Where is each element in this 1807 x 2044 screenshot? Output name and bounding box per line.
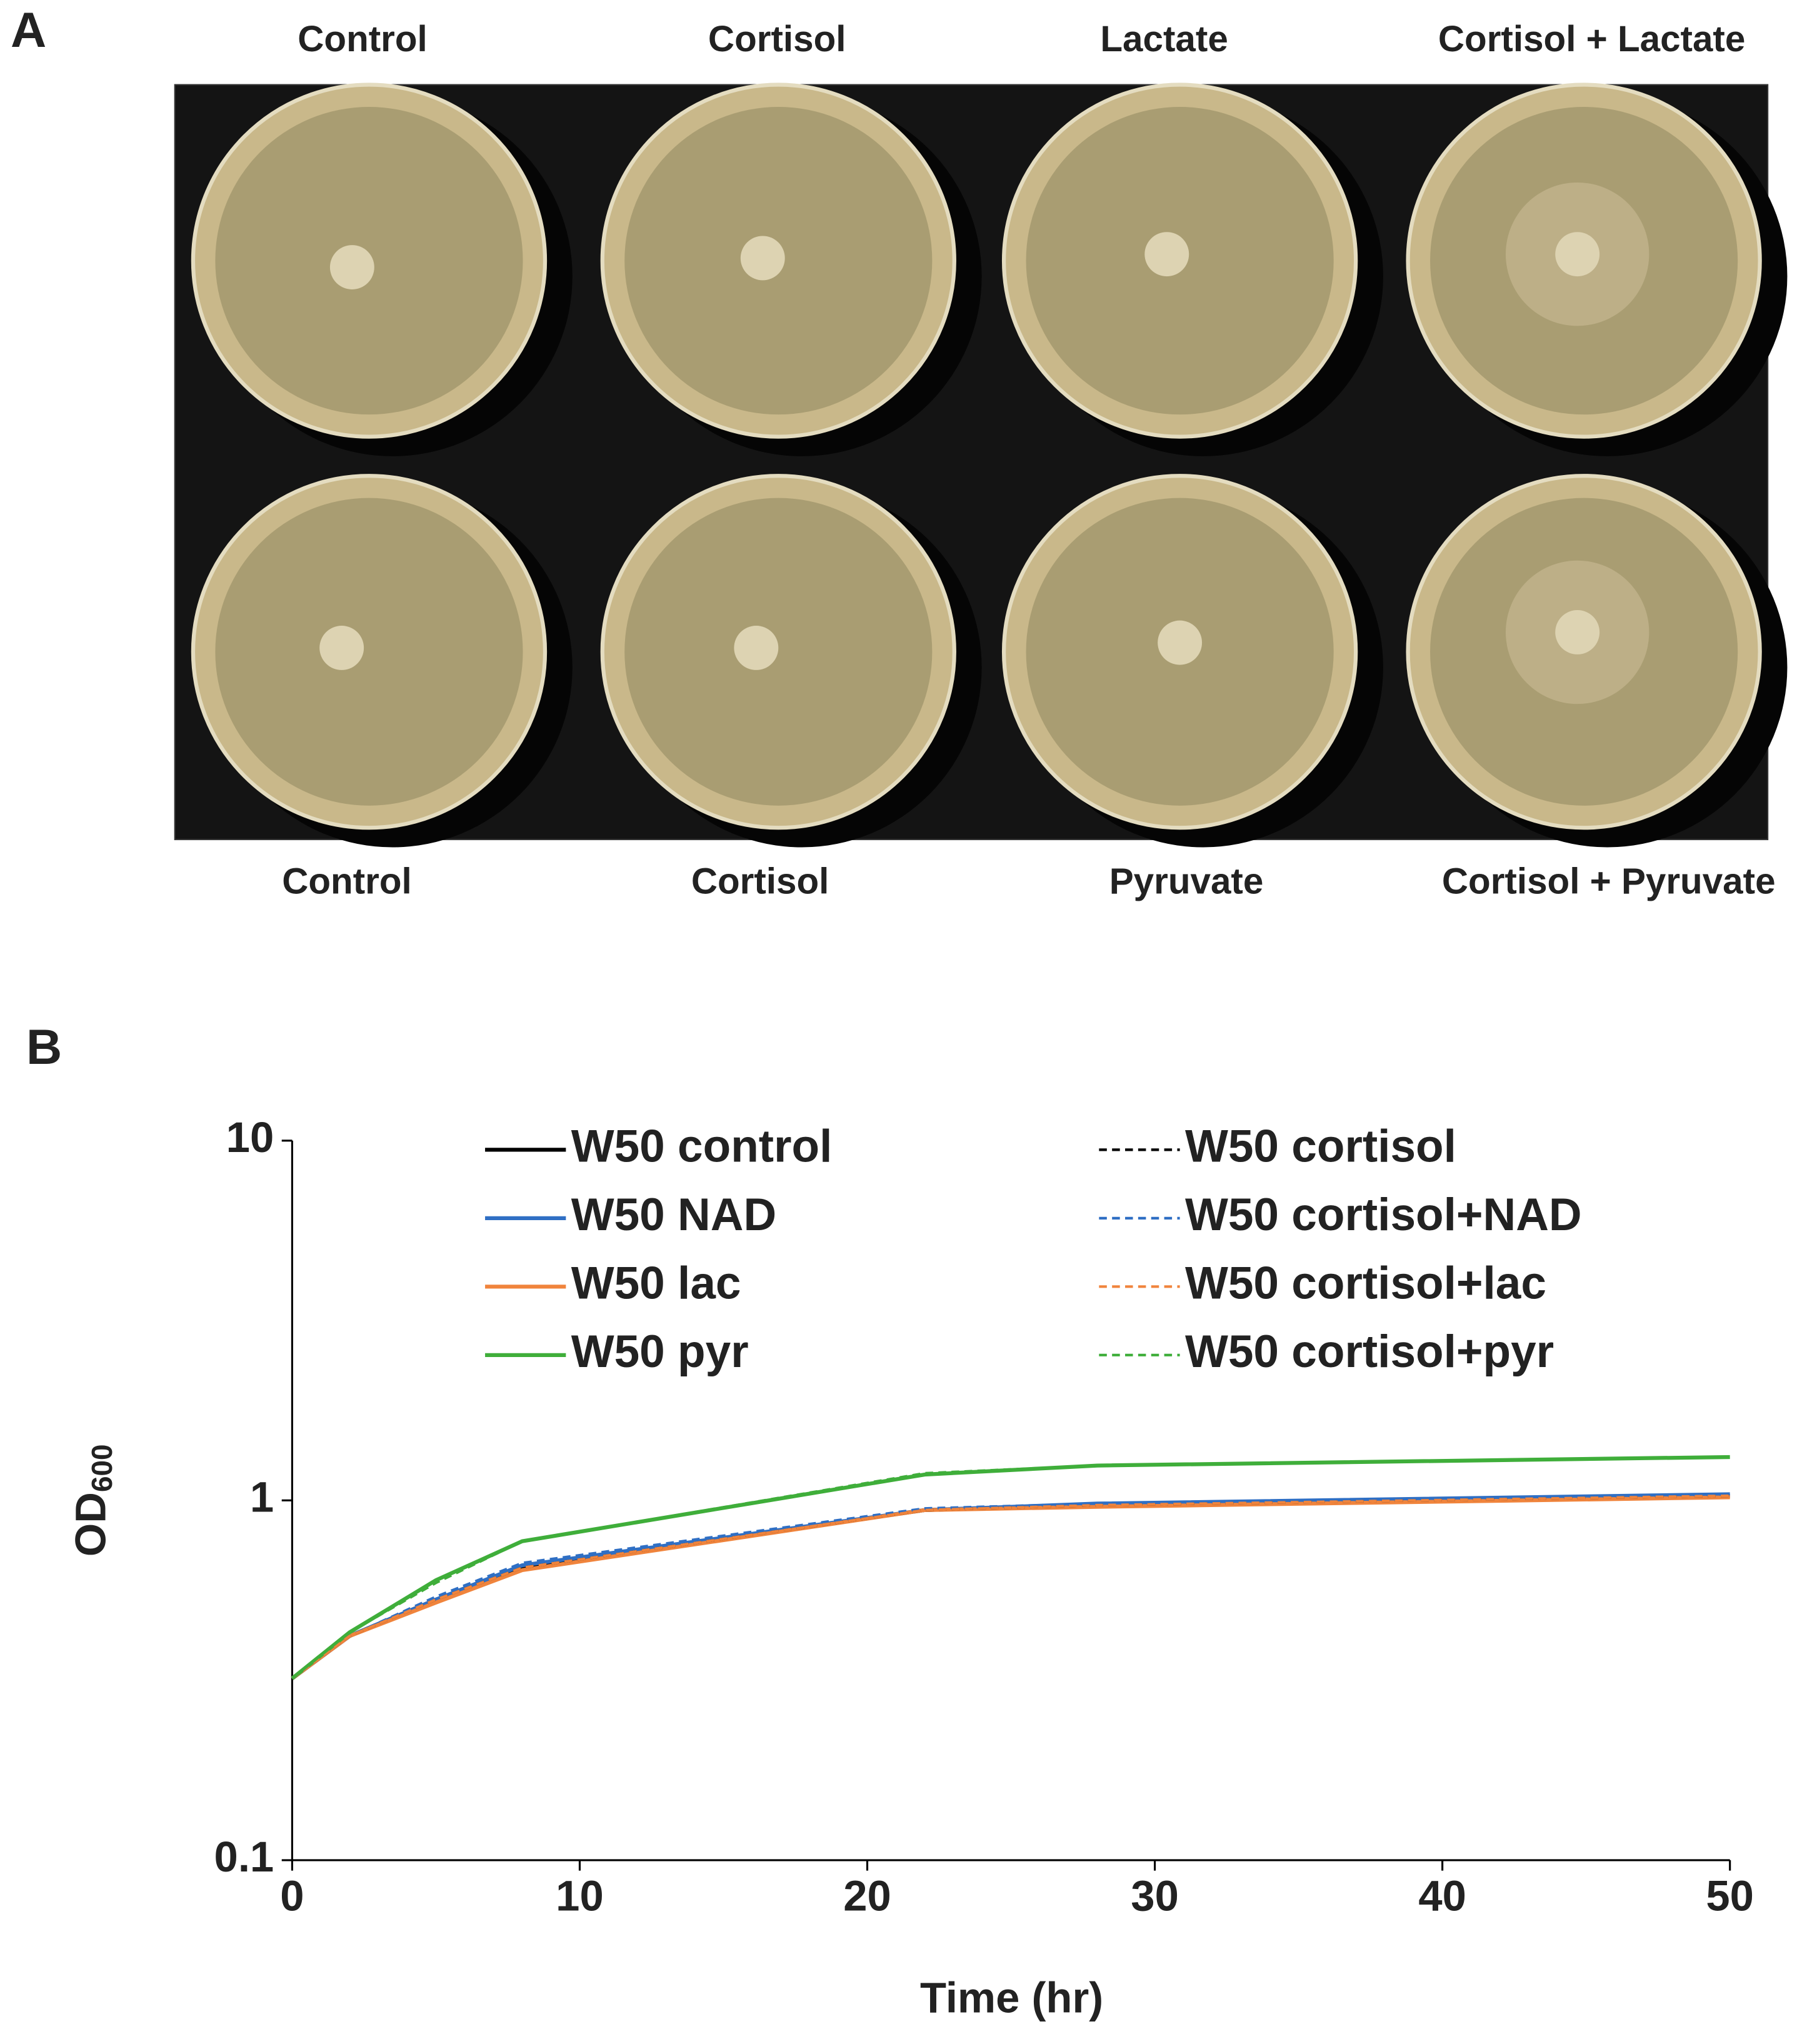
colony xyxy=(1158,620,1203,665)
x-tick-label: 10 xyxy=(556,1872,604,1920)
x-tick-label: 40 xyxy=(1418,1872,1466,1920)
y-axis-label: OD600 xyxy=(67,1444,119,1556)
series-line xyxy=(291,1494,1730,1680)
legend-label: W50 lac xyxy=(571,1258,741,1309)
panel-letter: B xyxy=(26,1019,62,1075)
series-line xyxy=(291,1455,1730,1680)
series-line xyxy=(291,1492,1730,1680)
series-line xyxy=(291,1493,1730,1680)
series-line xyxy=(291,1494,1730,1680)
plate-label: Lactate xyxy=(1100,19,1228,59)
legend-label: W50 cortisol+NAD xyxy=(1185,1190,1582,1240)
legend-label: W50 cortisol+pyr xyxy=(1185,1326,1554,1377)
series-line xyxy=(291,1493,1730,1680)
colony xyxy=(734,626,779,670)
plate-label: Control xyxy=(298,19,428,59)
series-line xyxy=(291,1455,1730,1680)
x-tick-label: 0 xyxy=(280,1872,304,1920)
dish-agar xyxy=(624,498,933,806)
dish-agar xyxy=(215,498,523,806)
y-tick-label: 1 xyxy=(250,1473,274,1521)
series-line xyxy=(291,1495,1730,1680)
plate-label: Cortisol + Lactate xyxy=(1438,19,1745,59)
plate-label: Pyruvate xyxy=(1109,861,1264,901)
panel-letter: A xyxy=(11,2,46,58)
x-tick-label: 50 xyxy=(1706,1872,1754,1920)
dishes xyxy=(191,83,1788,848)
x-axis-label: Time (hr) xyxy=(920,1973,1103,2021)
colony xyxy=(319,626,364,670)
colony xyxy=(1555,232,1600,277)
legend-label: W50 cortisol+lac xyxy=(1185,1258,1546,1309)
photo xyxy=(174,83,1788,848)
plate-label: Control xyxy=(282,861,412,901)
colony xyxy=(1144,232,1189,277)
x-tick-label: 30 xyxy=(1131,1872,1179,1920)
y-axis-label-subscript: 600 xyxy=(86,1444,118,1492)
colony xyxy=(1555,609,1600,654)
legend-label: W50 pyr xyxy=(571,1326,749,1377)
y-tick-label: 10 xyxy=(226,1113,274,1161)
legend-label: W50 NAD xyxy=(571,1190,776,1240)
y-tick-label: 0.1 xyxy=(214,1833,274,1881)
plate-label: Cortisol xyxy=(691,861,829,901)
x-tick-label: 20 xyxy=(843,1872,891,1920)
colony xyxy=(740,236,785,281)
plate-label: Cortisol + Pyruvate xyxy=(1442,861,1776,901)
legend-label: W50 cortisol xyxy=(1185,1121,1456,1172)
plate-label: Cortisol xyxy=(708,19,846,59)
legend-label: W50 control xyxy=(571,1121,833,1172)
y-axis-label-text: OD xyxy=(67,1492,115,1556)
colony xyxy=(329,245,374,289)
